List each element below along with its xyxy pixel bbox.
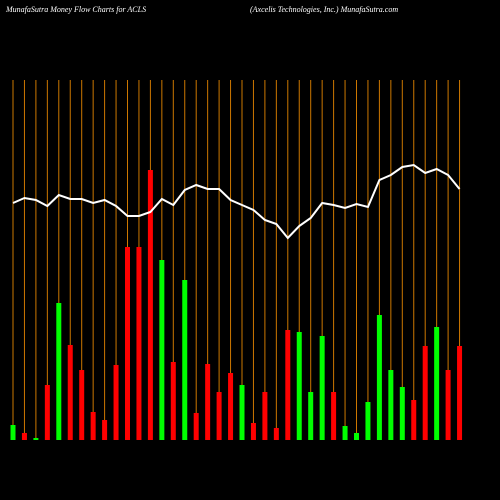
bar xyxy=(331,392,337,440)
bar xyxy=(376,315,382,440)
bar xyxy=(10,425,16,440)
bar xyxy=(319,336,325,440)
bar xyxy=(228,373,234,440)
bar xyxy=(159,260,165,440)
bar xyxy=(44,385,50,440)
chart-subtitle: (Axcelis Technologies, Inc.) MunafaSutra… xyxy=(250,5,398,14)
bar xyxy=(411,400,417,440)
bar xyxy=(342,426,348,440)
bar xyxy=(182,280,188,440)
bar xyxy=(193,413,199,440)
bar xyxy=(239,385,245,440)
bar xyxy=(79,370,85,440)
bar xyxy=(136,247,142,440)
bar xyxy=(422,346,428,440)
bar xyxy=(262,392,268,440)
bar xyxy=(170,362,176,440)
bar xyxy=(388,370,394,440)
bar xyxy=(296,332,302,440)
bar xyxy=(102,420,108,440)
bar xyxy=(33,438,39,440)
bar xyxy=(434,327,440,440)
bar xyxy=(445,370,451,440)
line xyxy=(12,163,461,240)
bar xyxy=(125,247,130,440)
bar xyxy=(147,170,153,440)
bar xyxy=(308,392,314,440)
bar xyxy=(56,303,62,440)
bar xyxy=(21,433,27,440)
bar xyxy=(457,346,463,440)
bar xyxy=(365,402,371,440)
bar xyxy=(67,345,73,440)
bar xyxy=(399,387,405,440)
bar xyxy=(250,423,256,440)
bar xyxy=(285,330,291,440)
bar xyxy=(205,364,211,440)
bar xyxy=(216,392,222,440)
chart-title: MunafaSutra Money Flow Charts for ACLS xyxy=(5,5,146,14)
bar xyxy=(273,428,279,440)
bar xyxy=(113,365,119,440)
bar xyxy=(354,433,359,440)
bar xyxy=(90,412,96,440)
